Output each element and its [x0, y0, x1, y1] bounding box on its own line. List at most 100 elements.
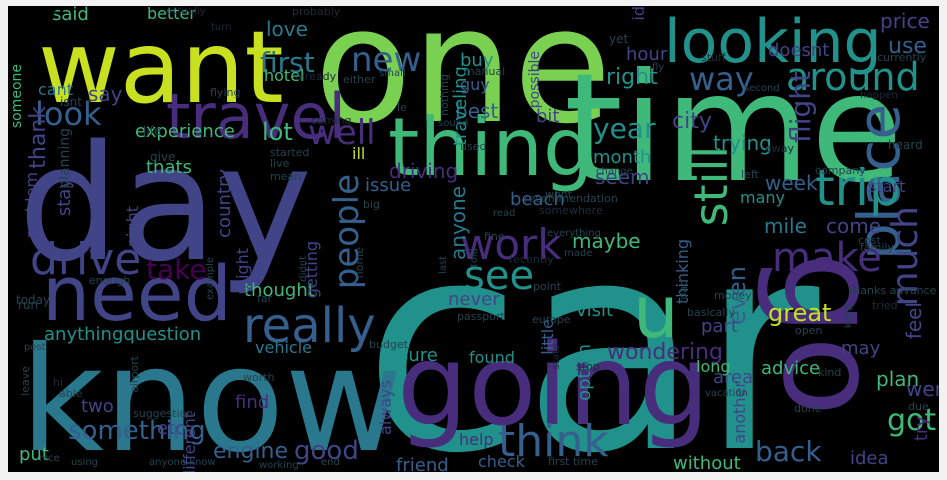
word-night: night	[123, 206, 142, 248]
word-wondering: wondering	[607, 340, 723, 365]
word-back: back	[755, 435, 822, 468]
word-started: started	[270, 146, 310, 159]
word-sure: sure	[399, 345, 438, 366]
word-change: change	[596, 166, 633, 177]
word-think: think	[498, 416, 609, 467]
word-help: help	[459, 430, 494, 449]
word-airport: airport	[128, 356, 141, 393]
word-example: example	[205, 257, 216, 301]
word-suggestion: suggestion	[133, 407, 194, 420]
word-post: post	[24, 342, 46, 353]
word-around: around	[786, 55, 920, 99]
word-plan: plan	[876, 367, 920, 391]
word-probably: probably	[292, 6, 341, 18]
word-take: take	[146, 253, 207, 286]
word-possible: possible	[527, 51, 543, 109]
word-pretty: pretty	[8, 6, 57, 23]
word-thats: thats	[146, 157, 192, 178]
word-thought: thought	[244, 280, 315, 301]
word-friend: friend	[396, 455, 449, 473]
word-traveling: traveling	[450, 66, 471, 147]
word-problem: problem	[22, 172, 41, 239]
word-long: long	[696, 357, 731, 376]
word-cloud: car one day time know want going go need…	[8, 6, 939, 472]
word-didnt: didnt	[298, 256, 309, 282]
word-home: home	[353, 247, 366, 279]
word-run: run	[18, 298, 39, 312]
word-start: start	[868, 177, 906, 196]
word-great: great	[768, 299, 832, 327]
word-id: id	[629, 6, 648, 21]
word-either: either	[343, 73, 376, 86]
word-tried: tried	[872, 299, 898, 312]
word-see: see	[464, 253, 535, 299]
word-already: already	[295, 70, 337, 83]
word-passport: passport	[457, 310, 505, 323]
word-stuff: stuff	[701, 51, 726, 64]
word-come: come	[826, 214, 882, 238]
word-area: area	[713, 367, 754, 388]
word-always: always	[376, 380, 395, 435]
word-working: working	[259, 460, 299, 471]
word-trip: trip	[815, 159, 901, 217]
word-good: good	[294, 436, 359, 466]
word-driving: driving	[389, 159, 459, 183]
word-doesnt: doesnt	[768, 40, 830, 61]
word-state: state	[551, 344, 562, 370]
word-still: still	[684, 146, 738, 227]
word-end: end	[321, 457, 340, 468]
word-family: family	[860, 241, 894, 254]
word-two: two	[81, 396, 114, 417]
word-turn: turn	[211, 22, 232, 33]
word-looking: looking	[664, 7, 882, 77]
word-wont: wont	[545, 188, 573, 201]
word-without: without	[673, 453, 741, 473]
word-etc: etc	[157, 418, 186, 439]
word-make: make	[772, 235, 882, 281]
word-seem: seem	[595, 165, 650, 189]
word-country: country	[214, 169, 235, 238]
word-feel: feel	[902, 302, 926, 340]
word-experience: experience	[135, 121, 235, 142]
word-work: work	[460, 220, 562, 269]
word-life: life	[143, 124, 162, 138]
word-never: never	[448, 289, 500, 310]
word-company: company	[815, 164, 866, 177]
word-anythingquestion: anythingquestion	[44, 324, 202, 345]
word-using: using	[71, 457, 99, 468]
word-stop: stop	[576, 360, 600, 373]
word-hi: hi	[53, 376, 64, 389]
word-want: want	[38, 9, 284, 126]
word-vehicle: vehicle	[255, 338, 312, 357]
word-kind: kind	[818, 366, 842, 379]
word-money: money	[714, 289, 752, 302]
word-engine: engine	[213, 439, 289, 464]
word-idea: idea	[850, 448, 889, 469]
word-advice: advice	[761, 358, 821, 379]
word-fine: fine	[484, 230, 505, 243]
word-visit: visit	[576, 300, 614, 321]
word-went: went	[906, 377, 939, 401]
word-maybe: maybe	[572, 229, 641, 253]
word-yet: yet	[609, 32, 629, 46]
word-left: left	[741, 168, 759, 181]
word-trying: trying	[713, 131, 772, 155]
word-leave: leave	[19, 366, 32, 396]
word-issue: issue	[365, 175, 412, 196]
word-read: read	[493, 208, 516, 219]
word-recently: recently	[509, 253, 554, 266]
word-part: part	[701, 316, 738, 337]
word-manual: manual	[464, 65, 506, 78]
word-thank: thank	[26, 106, 51, 169]
word-europe: europe	[532, 313, 571, 326]
word-enough: enough	[89, 274, 131, 287]
word-know: know	[20, 316, 404, 472]
word-open: open	[795, 324, 823, 337]
word-thing: thing	[388, 101, 594, 194]
word-best: best	[455, 99, 499, 123]
word-give: give	[150, 150, 176, 164]
word-currently: currently	[877, 51, 927, 64]
word-coming: coming	[311, 114, 352, 127]
word-better: better	[147, 6, 196, 23]
word-bit: bit	[536, 106, 560, 127]
